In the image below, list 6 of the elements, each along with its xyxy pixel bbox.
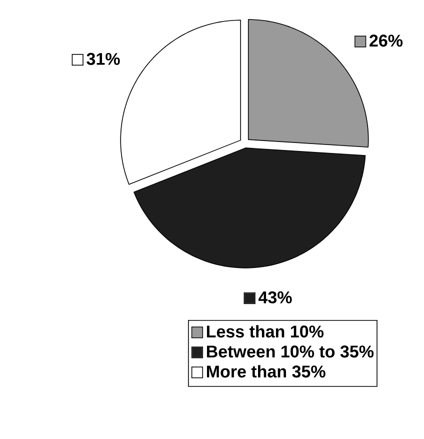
data-label: 26% [370, 34, 403, 47]
data-label: 31% [86, 52, 120, 65]
data-label: 43% [258, 291, 292, 304]
legend-label: More than 35% [207, 365, 326, 378]
legend-label: Less than 10% [207, 325, 324, 338]
legend-label: Between 10% to 35% [207, 346, 374, 358]
